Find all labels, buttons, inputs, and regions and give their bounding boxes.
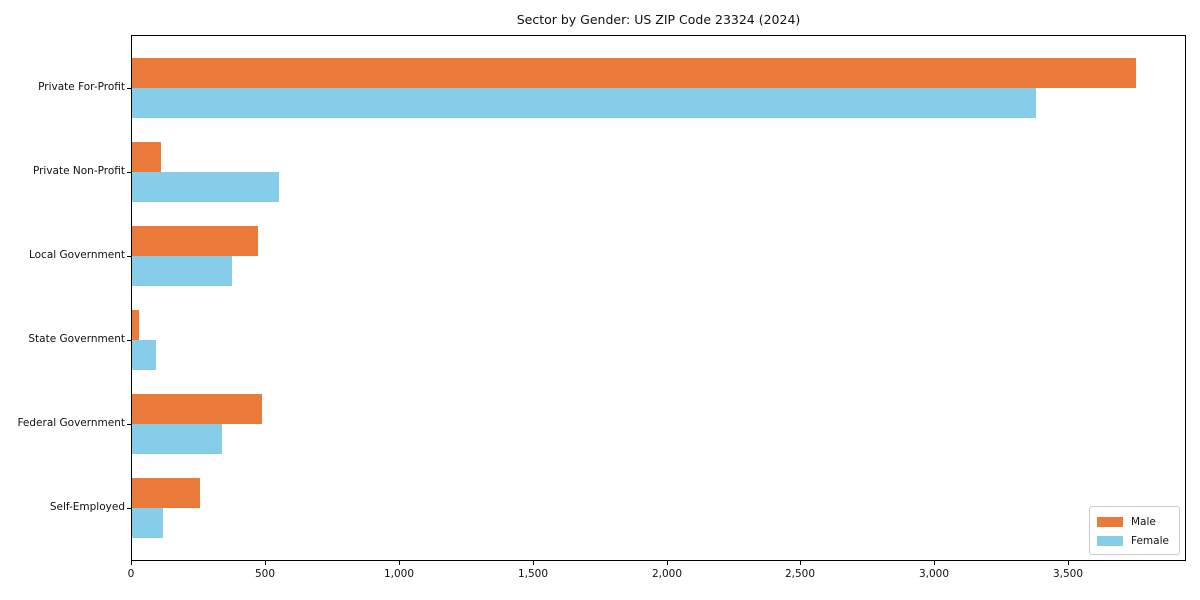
- legend-entry-male: Male: [1097, 513, 1172, 530]
- bar-female-5: [132, 508, 163, 538]
- x-axis-tick: [1068, 561, 1069, 565]
- bar-male-0: [132, 58, 1136, 88]
- bar-female-4: [132, 424, 222, 454]
- y-axis-tick: [127, 424, 131, 425]
- x-axis-tick: [399, 561, 400, 565]
- bar-female-0: [132, 88, 1036, 118]
- x-axis-tick-label: 3,500: [1052, 568, 1084, 580]
- x-axis-tick-label: 0: [127, 568, 135, 580]
- x-axis-tick: [667, 561, 668, 565]
- legend-label: Female: [1131, 534, 1169, 547]
- chart-title: Sector by Gender: US ZIP Code 23324 (202…: [516, 12, 801, 27]
- y-axis-category-label: Private Non-Profit: [32, 165, 125, 177]
- legend-swatch-male: [1097, 516, 1123, 527]
- bar-male-1: [132, 142, 161, 172]
- x-axis-tick-label: 2,000: [651, 568, 683, 580]
- legend-entry-female: Female: [1097, 532, 1172, 549]
- legend-swatch-female: [1097, 535, 1123, 546]
- x-axis-tick-label: 3,000: [918, 568, 950, 580]
- legend-label: Male: [1131, 515, 1156, 528]
- bar-female-2: [132, 256, 232, 286]
- y-axis-category-label: Self-Employed: [49, 501, 125, 513]
- bar-male-3: [132, 310, 139, 340]
- y-axis-tick: [127, 88, 131, 89]
- x-axis-tick-label: 500: [254, 568, 276, 580]
- y-axis-tick: [127, 256, 131, 257]
- x-axis-tick: [800, 561, 801, 565]
- y-axis-tick: [127, 172, 131, 173]
- legend: Male Female: [1089, 506, 1180, 555]
- x-axis-tick-label: 2,500: [784, 568, 816, 580]
- bar-female-3: [132, 340, 156, 370]
- y-axis-category-label: Federal Government: [17, 417, 125, 429]
- y-axis-category-label: State Government: [28, 333, 125, 345]
- x-axis-tick-label: 1,500: [517, 568, 549, 580]
- y-axis-category-label: Local Government: [28, 249, 125, 261]
- y-axis-category-label: Private For-Profit: [38, 81, 125, 93]
- x-axis-tick-label: 1,000: [383, 568, 415, 580]
- y-axis-tick: [127, 340, 131, 341]
- x-axis-tick: [533, 561, 534, 565]
- bar-male-5: [132, 478, 200, 508]
- chart-plot-area: [131, 35, 1186, 561]
- bar-male-4: [132, 394, 262, 424]
- bar-male-2: [132, 226, 258, 256]
- x-axis-tick: [934, 561, 935, 565]
- x-axis-tick: [265, 561, 266, 565]
- bar-female-1: [132, 172, 279, 202]
- x-axis-tick: [131, 561, 132, 565]
- y-axis-tick: [127, 508, 131, 509]
